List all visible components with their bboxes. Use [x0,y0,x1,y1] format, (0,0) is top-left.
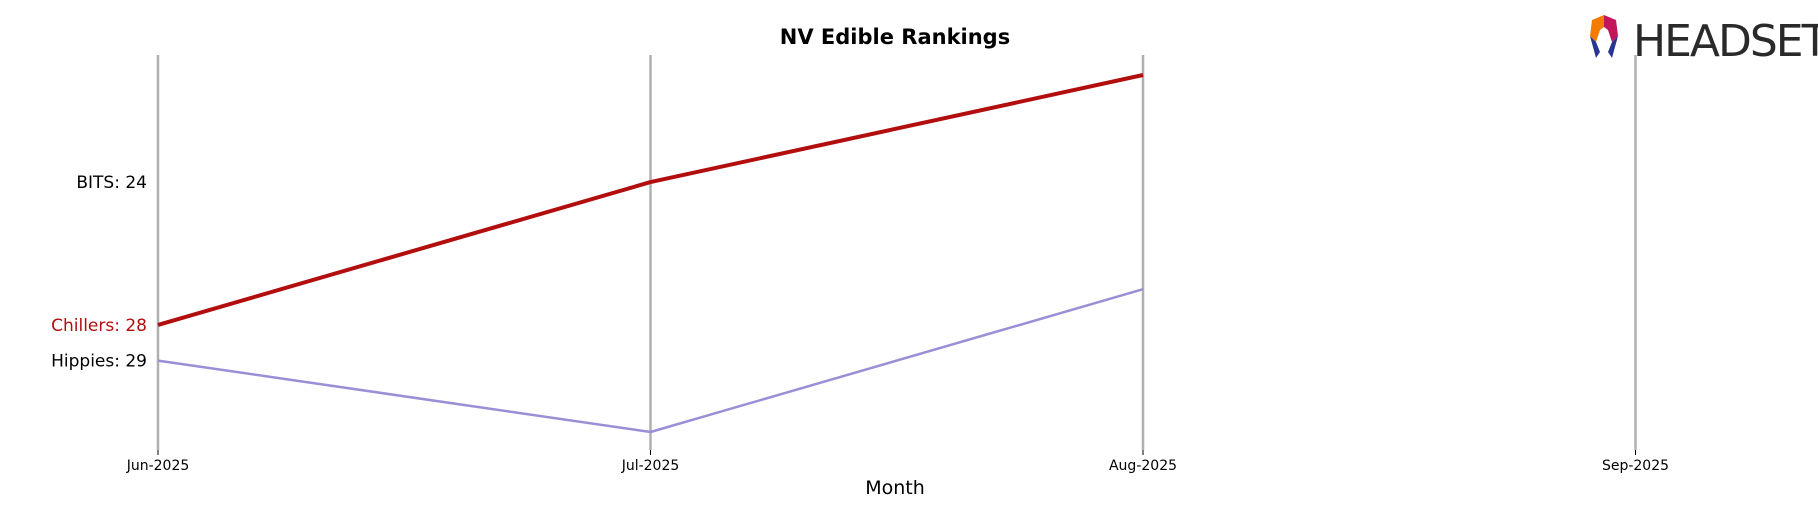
rank-label: Hippies: 29 [51,352,147,372]
grid-lines [156,55,1637,450]
x-axis-label: Month [865,477,925,499]
logo-text: HEADSET [1633,16,1818,67]
x-tick-label: Sep-2025 [1602,458,1669,474]
series-line-chillers [157,73,1144,327]
x-tick-label: Jul-2025 [621,458,680,474]
headset-logo: HEADSET [1590,15,1818,67]
x-tick-label: Jun-2025 [126,458,190,474]
series-lines [157,73,1144,434]
series-line-hippies [157,287,1144,434]
x-ticks: Jun-2025 Jul-2025 Aug-2025 Sep-2025 [126,450,1669,474]
rank-labels: BITS: 24 Chillers: 28 Hippies: 29 [51,173,147,372]
rank-label: Chillers: 28 [51,316,147,336]
headset-logo-icon [1590,15,1618,58]
rank-label: BITS: 24 [76,173,147,193]
chart-title: NV Edible Rankings [780,25,1010,49]
x-tick-label: Aug-2025 [1109,458,1177,474]
